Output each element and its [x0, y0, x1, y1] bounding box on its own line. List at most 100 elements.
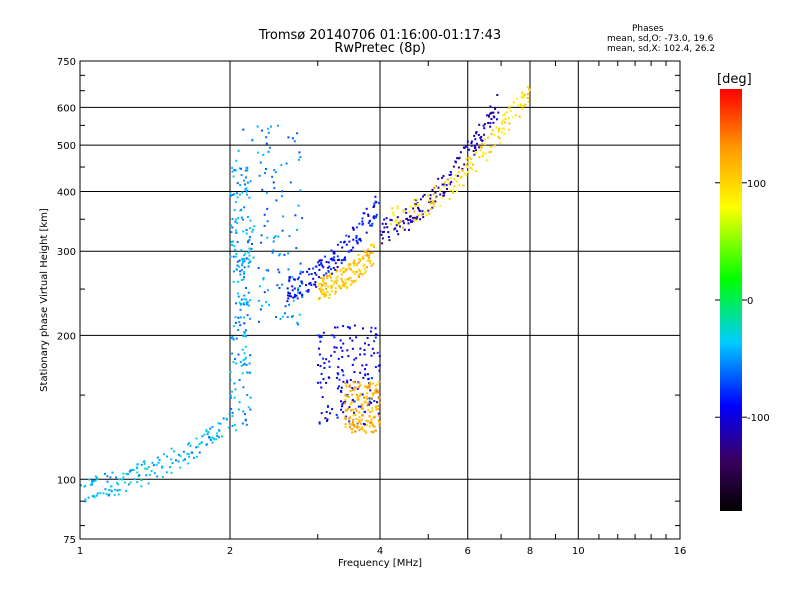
- echo-point: [96, 477, 99, 480]
- echo-point: [267, 131, 270, 134]
- echo-point: [334, 287, 337, 290]
- echo-point: [129, 469, 132, 472]
- echo-point: [427, 194, 430, 197]
- echo-point: [476, 142, 478, 145]
- echo-point: [140, 463, 143, 466]
- echo-point: [231, 226, 234, 229]
- echo-point: [474, 152, 477, 155]
- echo-point: [330, 268, 333, 271]
- echo-point: [371, 407, 374, 410]
- echo-point: [409, 218, 412, 221]
- echo-point: [452, 192, 454, 194]
- echo-point: [374, 366, 377, 368]
- echo-point: [236, 196, 239, 199]
- echo-point: [395, 224, 398, 227]
- echo-point: [261, 304, 263, 307]
- echo-point: [173, 450, 176, 453]
- echo-point: [330, 257, 333, 260]
- echo-point: [238, 193, 241, 196]
- echo-point: [231, 244, 234, 246]
- colorbar-tick-label: -100: [747, 413, 770, 424]
- x-tick-label: 6: [465, 546, 471, 557]
- echo-point: [349, 263, 352, 266]
- echo-point: [244, 183, 246, 186]
- echo-point: [374, 327, 377, 330]
- echo-point: [239, 209, 242, 212]
- echo-point: [246, 394, 249, 396]
- echo-point: [198, 443, 201, 446]
- echo-point: [351, 387, 354, 389]
- echo-point: [381, 242, 384, 245]
- echo-point: [237, 316, 240, 319]
- echo-point: [422, 216, 425, 219]
- echo-point: [138, 474, 141, 477]
- echo-point: [291, 137, 294, 140]
- echo-point: [455, 161, 457, 164]
- echo-point: [232, 361, 235, 364]
- echo-point: [326, 291, 329, 294]
- echo-point: [335, 269, 338, 272]
- echo-point: [528, 88, 531, 90]
- echo-point: [274, 235, 277, 238]
- echo-point: [348, 406, 351, 409]
- echo-point: [127, 473, 129, 476]
- echo-point: [521, 108, 524, 111]
- echo-point: [350, 249, 353, 252]
- echo-point: [333, 256, 336, 259]
- echo-point: [357, 397, 359, 400]
- echo-point: [444, 181, 446, 184]
- echo-point: [275, 199, 278, 202]
- echo-point: [236, 264, 239, 267]
- echo-point: [397, 223, 400, 226]
- echo-point: [320, 284, 323, 287]
- echo-point: [374, 333, 377, 336]
- echo-point: [369, 389, 372, 392]
- echo-point: [368, 382, 371, 385]
- echo-point: [376, 383, 379, 386]
- echo-point: [219, 422, 222, 425]
- echo-point: [236, 221, 239, 224]
- echo-point: [352, 228, 355, 231]
- echo-point: [281, 315, 284, 318]
- echo-point: [233, 396, 236, 399]
- echo-point: [370, 326, 373, 329]
- echo-point: [186, 452, 189, 455]
- echo-point: [113, 493, 116, 496]
- echo-point: [330, 354, 333, 357]
- echo-point: [286, 287, 289, 290]
- echo-point: [216, 435, 219, 437]
- echo-point: [203, 433, 206, 436]
- echo-point: [242, 359, 245, 362]
- echo-point: [121, 478, 124, 481]
- echo-point: [434, 191, 437, 194]
- echo-point: [341, 246, 344, 249]
- echo-point: [356, 424, 359, 427]
- echo-point: [367, 215, 370, 217]
- echo-point: [359, 272, 362, 275]
- echo-point: [229, 379, 232, 382]
- echo-point: [340, 259, 343, 262]
- echo-point: [233, 209, 236, 211]
- echo-point: [241, 218, 244, 221]
- echo-point: [351, 339, 354, 342]
- echo-point: [240, 269, 243, 272]
- echo-point: [340, 268, 343, 271]
- echo-point: [346, 395, 349, 398]
- echo-point: [327, 266, 330, 269]
- echo-point: [301, 217, 304, 220]
- echo-point: [279, 252, 282, 255]
- echo-point: [265, 168, 267, 170]
- echo-point: [296, 132, 299, 135]
- echo-point: [349, 337, 352, 340]
- echo-point: [402, 226, 404, 229]
- echo-point: [368, 384, 371, 387]
- echo-point: [344, 399, 347, 401]
- echo-point: [462, 184, 465, 187]
- echo-point: [389, 223, 392, 226]
- echo-point: [449, 171, 452, 173]
- echo-point: [345, 243, 348, 246]
- echo-point: [230, 231, 233, 234]
- echo-point: [349, 284, 352, 286]
- echo-point: [348, 240, 351, 243]
- echo-point: [249, 371, 252, 374]
